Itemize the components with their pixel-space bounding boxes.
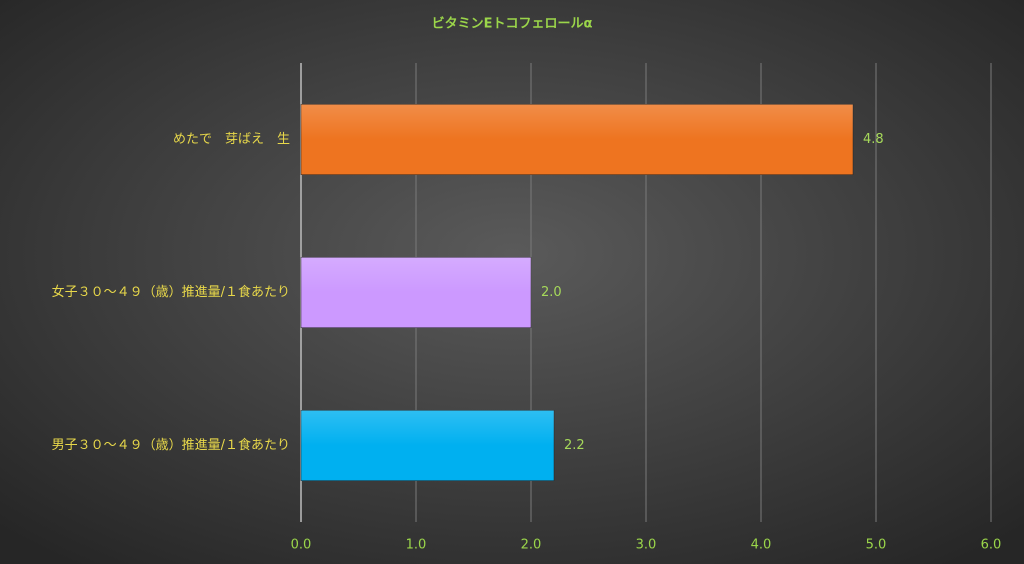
- bar-shine: [301, 257, 531, 293]
- category-label: 男子３０～４９（歳）推進量/１食あたり: [52, 437, 290, 453]
- x-tick-label: 6.0: [981, 538, 1002, 553]
- bar-shine: [301, 410, 554, 446]
- value-label: 4.8: [863, 132, 884, 147]
- x-tick-label: 4.0: [751, 538, 772, 553]
- x-tick-label: 0.0: [291, 538, 312, 553]
- bar-shine: [301, 104, 853, 140]
- x-tick-label: 2.0: [521, 538, 542, 553]
- category-label: 女子３０～４９（歳）推進量/１食あたり: [52, 284, 290, 300]
- chart-title: ビタミンEトコフェロールα: [432, 16, 593, 32]
- value-label: 2.2: [564, 438, 585, 453]
- value-label: 2.0: [541, 285, 562, 300]
- x-tick-label: 3.0: [636, 538, 657, 553]
- x-tick-label: 1.0: [406, 538, 427, 553]
- category-label: めたで 芽ばえ 生: [173, 132, 290, 147]
- x-tick-label: 5.0: [866, 538, 887, 553]
